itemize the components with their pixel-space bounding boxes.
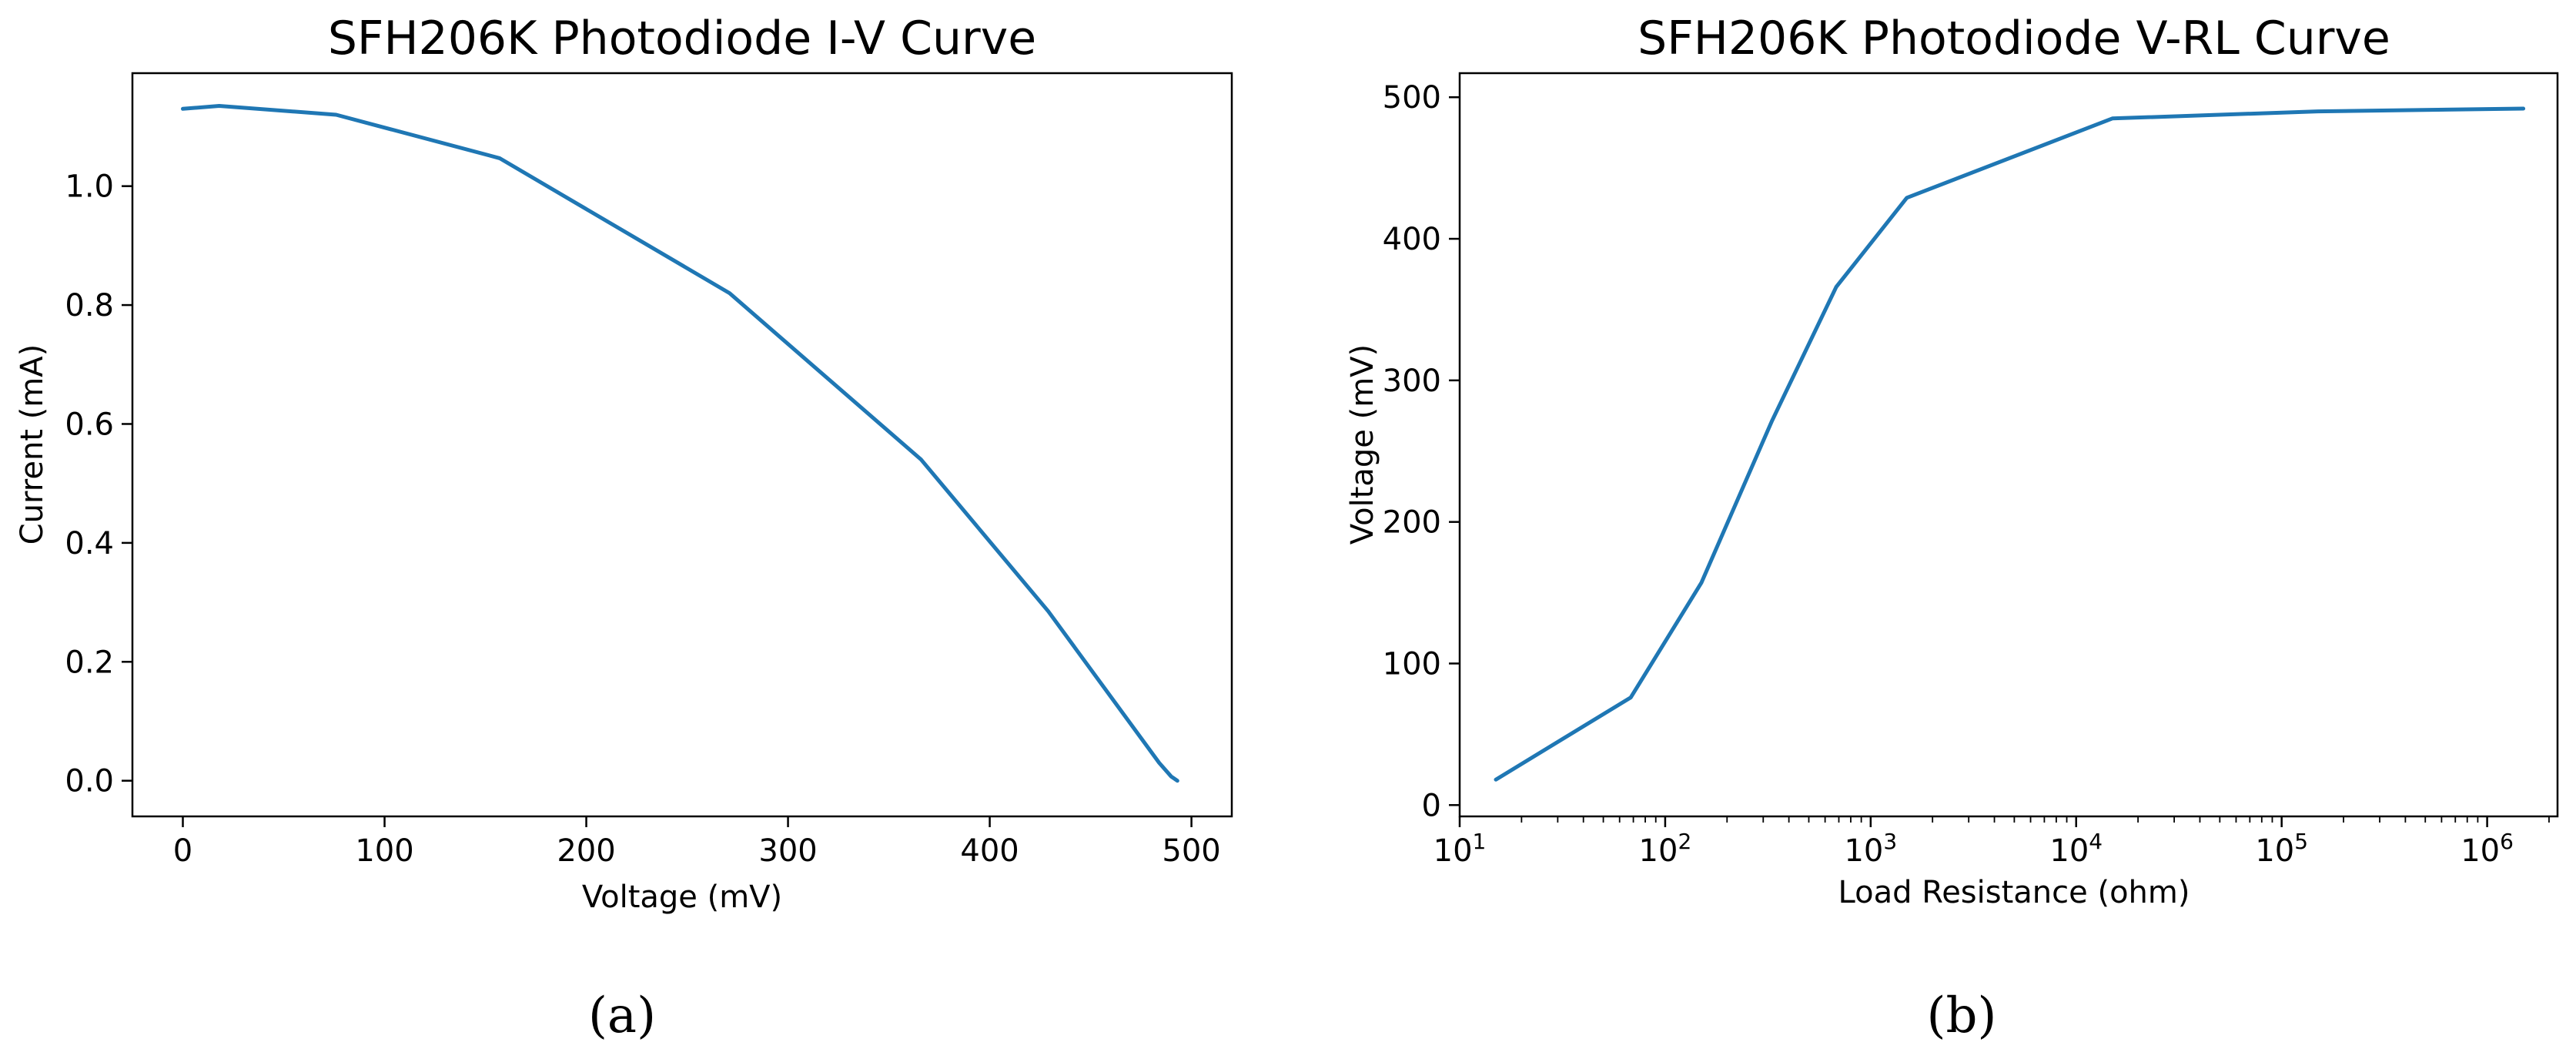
vrl-y-ticks: 0 100 200 300 400 500 — [1383, 80, 1460, 823]
iv-y-tick-label: 0.2 — [65, 645, 114, 680]
vrl-y-tick-label: 500 — [1383, 80, 1441, 116]
iv-x-axis-label: Voltage (mV) — [582, 880, 782, 915]
iv-x-tick-label: 400 — [960, 833, 1019, 869]
vrl-x-tick-label: 103 — [1844, 829, 1897, 869]
vrl-series-line — [1494, 106, 2526, 782]
vrl-y-tick-label: 300 — [1383, 364, 1441, 399]
vrl-x-tick-label: 104 — [2049, 829, 2103, 869]
vrl-chart: SFH206K Photodiode V-RL Curve 101 102 103 1… — [1345, 12, 2559, 910]
iv-x-tick-label: 0 — [173, 833, 192, 869]
vrl-x-tick-label: 101 — [1434, 829, 1487, 869]
iv-series — [181, 104, 1179, 783]
vrl-series — [1494, 106, 2526, 782]
vrl-chart-title: SFH206K Photodiode V-RL Curve — [1638, 12, 2390, 65]
vrl-axes-frame — [1458, 72, 2559, 818]
iv-y-ticks: 0.0 0.2 0.4 0.6 0.8 1.0 — [65, 169, 132, 799]
iv-x-tick-label: 500 — [1162, 833, 1220, 869]
vrl-y-tick-label: 200 — [1383, 505, 1441, 541]
vrl-y-tick-label: 0 — [1422, 788, 1441, 823]
iv-x-tick-label: 100 — [355, 833, 413, 869]
iv-y-tick-label: 1.0 — [65, 169, 114, 205]
vrl-x-tick-label: 106 — [2461, 829, 2514, 869]
iv-chart-title: SFH206K Photodiode I-V Curve — [328, 12, 1036, 65]
iv-axes-frame — [131, 72, 1233, 818]
vrl-x-tick-label: 105 — [2255, 829, 2308, 869]
iv-y-axis-label: Current (mA) — [15, 344, 50, 545]
iv-y-tick-label: 0.4 — [65, 526, 114, 561]
vrl-y-axis-label: Voltage (mV) — [1345, 344, 1380, 545]
panel-label-b: (b) — [1927, 987, 1997, 1044]
iv-y-tick-label: 0.0 — [65, 764, 114, 799]
vrl-x-axis-label: Load Resistance (ohm) — [1838, 875, 2190, 910]
iv-x-tick-label: 300 — [758, 833, 817, 869]
iv-x-ticks: 0 100 200 300 400 500 — [173, 816, 1221, 869]
vrl-y-tick-label: 100 — [1383, 646, 1441, 682]
iv-y-tick-label: 0.6 — [65, 407, 114, 442]
vrl-y-tick-label: 400 — [1383, 222, 1441, 257]
vrl-x-ticks: 101 102 103 104 105 106 — [1434, 816, 2550, 869]
vrl-x-tick-label: 102 — [1639, 829, 1692, 869]
panel-label-a: (a) — [588, 987, 656, 1044]
iv-chart: SFH206K Photodiode I-V Curve 0 100 200 300 4… — [15, 12, 1233, 915]
iv-series-line — [181, 104, 1179, 783]
iv-y-tick-label: 0.8 — [65, 288, 114, 323]
iv-x-tick-label: 200 — [557, 833, 615, 869]
